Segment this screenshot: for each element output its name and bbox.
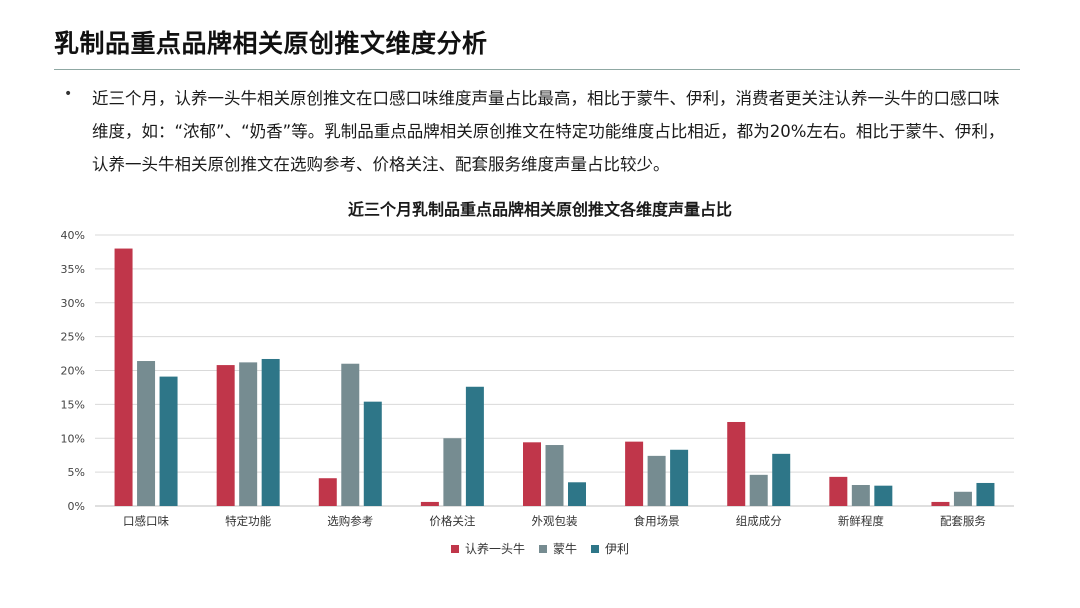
legend-swatch (450, 544, 459, 553)
bar (749, 474, 768, 506)
bar (568, 482, 586, 506)
y-tick-label: 0% (68, 500, 85, 513)
y-tick-label: 35% (61, 263, 85, 276)
title-divider (54, 69, 1020, 70)
legend-item: 认养一头牛 (450, 540, 525, 557)
y-tick-label: 10% (61, 432, 85, 445)
y-tick-label: 15% (61, 398, 85, 411)
bar (239, 362, 258, 506)
bar (159, 376, 178, 506)
bar (545, 445, 564, 506)
legend-label: 认养一头牛 (464, 542, 525, 556)
bar (216, 365, 235, 506)
bar (420, 501, 439, 506)
bar (727, 421, 746, 506)
y-tick-label: 25% (61, 331, 85, 344)
y-tick-label: 5% (68, 466, 85, 479)
bar (670, 449, 689, 506)
summary-paragraph: 近三个月，认养一头牛相关原创推文在口感口味维度声量占比最高，相比于蒙牛、伊利，消… (92, 89, 1005, 174)
x-tick-label: 配套服务 (940, 514, 986, 528)
bar (363, 401, 382, 506)
y-tick-label: 30% (61, 297, 85, 310)
bar (953, 491, 972, 506)
bar (523, 442, 541, 506)
legend-swatch (591, 544, 599, 553)
x-tick-label: 新鲜程度 (838, 514, 884, 528)
bullet-marker: • (64, 86, 73, 102)
chart-legend: 认养一头牛 蒙牛 伊利 (0, 540, 1080, 557)
bar (261, 358, 280, 506)
bar (114, 248, 133, 507)
x-tick-label: 特定功能 (225, 514, 271, 528)
bar (647, 455, 666, 506)
bar (772, 453, 791, 506)
bar (318, 478, 337, 506)
legend-label: 蒙牛 (552, 542, 577, 556)
x-tick-label: 外观包装 (532, 514, 578, 528)
bar (625, 441, 644, 506)
x-tick-label: 价格关注 (429, 514, 475, 528)
bar (976, 482, 995, 506)
legend-swatch (538, 544, 547, 553)
legend-label: 伊利 (605, 542, 630, 556)
page-title: 乳制品重点品牌相关原创推文维度分析 (54, 29, 488, 58)
x-tick-label: 口感口味 (123, 514, 169, 528)
bar (874, 485, 893, 506)
x-tick-label: 选购参考 (327, 514, 373, 528)
y-tick-label: 40% (61, 229, 85, 242)
bar (341, 363, 360, 506)
bar (137, 361, 156, 506)
legend-item: 蒙牛 (538, 540, 577, 557)
x-tick-label: 食用场景 (634, 514, 680, 528)
bar (931, 501, 950, 506)
chart-title: 近三个月乳制品重点品牌相关原创推文各维度声量占比 (347, 200, 732, 219)
bar (829, 476, 848, 506)
y-tick-label: 20% (61, 365, 85, 378)
bar (851, 484, 870, 506)
bar (443, 438, 462, 506)
x-tick-label: 组成成分 (736, 514, 782, 528)
legend-item: 伊利 (591, 540, 629, 557)
bar (465, 386, 484, 506)
